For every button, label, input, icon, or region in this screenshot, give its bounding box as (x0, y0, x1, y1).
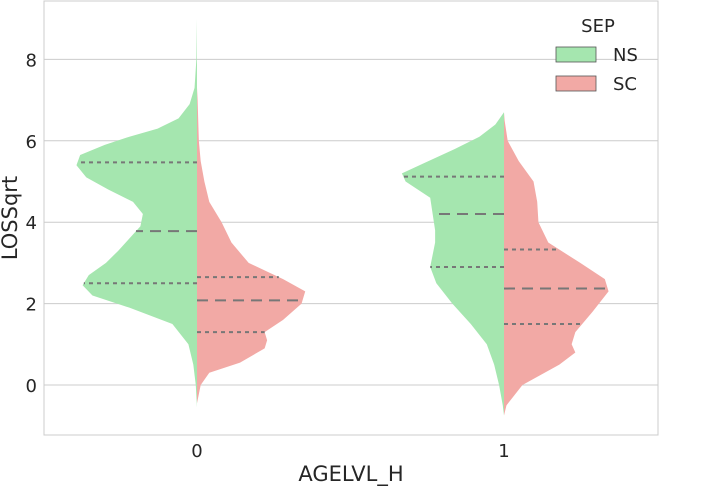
violin-ns-0 (76, 18, 197, 408)
legend: SEP NS SC (555, 16, 638, 95)
y-tick-label: 0 (26, 376, 37, 397)
y-axis-label: LOSSqrt (0, 176, 22, 260)
legend-swatch-ns (555, 46, 597, 63)
violin-sc-1 (504, 112, 609, 416)
legend-label-ns: NS (613, 45, 638, 66)
legend-title: SEP (581, 16, 615, 37)
x-tick-label: 0 (191, 441, 202, 462)
y-tick-label: 6 (26, 132, 37, 153)
y-tick-labels: 0 2 4 6 8 (26, 50, 37, 397)
violin-sc-0 (197, 87, 306, 404)
y-tick-label: 8 (26, 50, 37, 71)
violins (76, 18, 609, 416)
violin-ns-1 (401, 112, 504, 416)
legend-label-sc: SC (613, 74, 637, 95)
plot-area (43, 0, 659, 436)
quartile-lines (77, 161, 608, 334)
y-tick-label: 4 (26, 213, 37, 234)
x-tick-label: 1 (498, 441, 509, 462)
x-axis-label: AGELVL_H (298, 462, 403, 486)
legend-swatch-sc (555, 75, 597, 92)
y-tick-label: 2 (26, 295, 37, 316)
